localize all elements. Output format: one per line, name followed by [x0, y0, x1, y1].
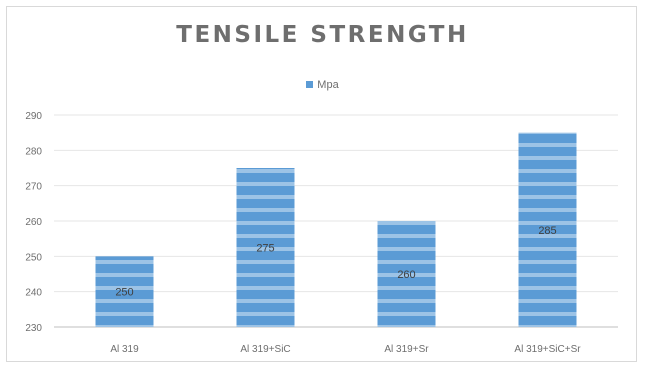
x-tick-label: Al 319+SiC+Sr [514, 344, 581, 355]
y-tick-label: 280 [25, 146, 42, 157]
y-tick-label: 230 [25, 323, 42, 334]
y-tick-label: 260 [25, 217, 42, 228]
legend-swatch [306, 80, 314, 88]
chart-legend: Mpa [0, 79, 645, 91]
y-tick-label: 270 [25, 182, 42, 193]
data-label: 275 [256, 243, 274, 255]
y-tick-label: 240 [25, 288, 42, 299]
x-tick-label: Al 319+SiC [240, 344, 290, 355]
bar [95, 256, 154, 327]
data-label: 260 [397, 269, 415, 281]
y-tick-label: 290 [25, 111, 42, 122]
y-tick-label: 250 [25, 252, 42, 263]
bar [377, 221, 436, 327]
chart-title: TENSILE STRENGTH [176, 22, 469, 48]
bar [236, 168, 295, 327]
data-label: 250 [115, 287, 133, 299]
bar [518, 132, 577, 327]
legend-label: Mpa [317, 79, 339, 92]
x-tick-label: Al 319+Sr [384, 344, 429, 355]
x-tick-label: Al 319 [110, 344, 139, 355]
data-label: 285 [538, 225, 556, 237]
